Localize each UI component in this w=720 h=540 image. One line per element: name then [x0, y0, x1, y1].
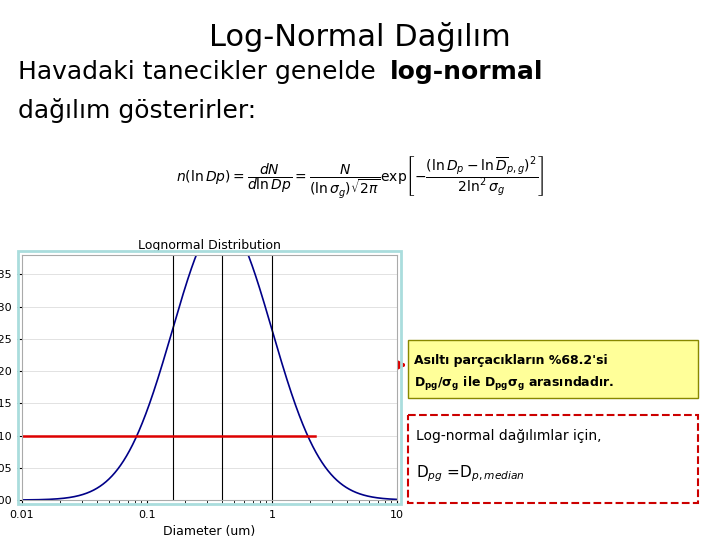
FancyBboxPatch shape	[408, 415, 698, 503]
Text: Havadaki tanecikler genelde: Havadaki tanecikler genelde	[18, 60, 384, 84]
Text: log-normal: log-normal	[390, 60, 544, 84]
Text: dağılım gösterirler:: dağılım gösterirler:	[18, 98, 256, 123]
Text: D$_{p,g}$=0.4μm: D$_{p,g}$=0.4μm	[214, 284, 291, 301]
FancyBboxPatch shape	[408, 340, 698, 398]
Text: Asıltı parçacıkların %68.2'si: Asıltı parçacıkların %68.2'si	[414, 354, 608, 367]
Text: Log-Normal Dağılım: Log-Normal Dağılım	[209, 22, 511, 52]
Title: Lognormal Distribution: Lognormal Distribution	[138, 239, 281, 252]
Text: D$_\mathbf{pg}$/σ$_\mathbf{g}$ ile D$_\mathbf{pg}$σ$_\mathbf{g}$ arasındadır.: D$_\mathbf{pg}$/σ$_\mathbf{g}$ ile D$_\m…	[414, 375, 614, 393]
FancyBboxPatch shape	[208, 270, 356, 325]
X-axis label: Diameter (um): Diameter (um)	[163, 525, 256, 538]
Text: $n(\ln Dp) = \dfrac{dN}{d\ln Dp} = \dfrac{N}{(\ln\sigma_g)\sqrt{2\pi}}\exp\!\lef: $n(\ln Dp) = \dfrac{dN}{d\ln Dp} = \dfra…	[176, 155, 544, 201]
Text: D$_{pg}$ =D$_{p,median}$: D$_{pg}$ =D$_{p,median}$	[416, 463, 525, 484]
Text: Log-normal dağılımlar için,: Log-normal dağılımlar için,	[416, 429, 601, 443]
Text: σ$_g$=2.5: σ$_g$=2.5	[214, 304, 259, 321]
FancyArrowPatch shape	[312, 360, 403, 370]
